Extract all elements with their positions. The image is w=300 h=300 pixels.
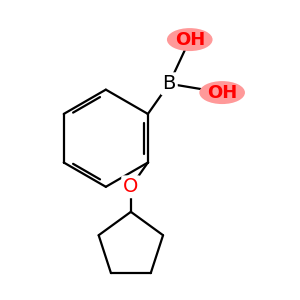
Ellipse shape bbox=[199, 81, 245, 104]
Text: O: O bbox=[123, 177, 139, 196]
Text: B: B bbox=[163, 74, 176, 93]
Text: OH: OH bbox=[207, 84, 237, 102]
Ellipse shape bbox=[167, 28, 213, 51]
Text: OH: OH bbox=[175, 31, 205, 49]
